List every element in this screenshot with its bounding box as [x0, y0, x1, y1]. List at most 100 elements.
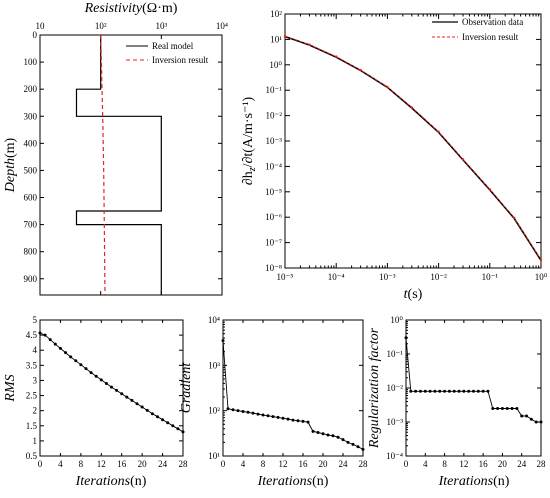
series-point: [221, 339, 225, 343]
y-tick-label: 3: [33, 375, 38, 385]
regularization-x-axis-label: Iterations(n): [438, 474, 510, 489]
x-tick-label: 0: [404, 459, 409, 469]
gradient-panel: 0 4 8 12 16 20 24 28 10¹ 10² 10³ 10⁴ Iterations(n)…: [179, 315, 368, 489]
series-point: [447, 389, 451, 393]
series-point: [176, 427, 180, 431]
regularization-x-ticks: 0 4 8 12 16 20 24 28: [404, 320, 546, 469]
series-point: [457, 389, 461, 393]
x-tick-label: 10²: [95, 21, 107, 31]
y-tick-label: 1.5: [26, 421, 38, 431]
decay-curve-panel: 10⁻⁵ 10⁻⁴ 10⁻³ 10⁻² 10⁻¹ 10⁰ 10⁻⁸10⁻⁷10⁻⁶10⁻⁵…: [241, 9, 548, 302]
series-point: [79, 363, 83, 367]
series-point: [140, 405, 144, 409]
series-point: [346, 440, 350, 444]
series-point: [120, 392, 124, 396]
series-point: [534, 420, 538, 424]
series-point: [505, 406, 509, 410]
regularization-frame: [405, 319, 542, 457]
x-tick-label: 0: [221, 459, 226, 469]
y-tick-label: 0.5: [26, 451, 38, 461]
legend-label-real-model: Real model: [152, 41, 194, 51]
series-point: [433, 389, 437, 393]
x-tick-label: 8: [442, 459, 447, 469]
series-point: [476, 389, 480, 393]
y-tick-label: 500: [24, 165, 38, 175]
x-tick-label: 28: [179, 459, 189, 469]
series-point: [321, 432, 325, 436]
x-tick-label: 12: [459, 459, 468, 469]
y-tick-label: 10¹: [208, 451, 220, 461]
series-point: [462, 389, 466, 393]
y-tick-label: 700: [24, 220, 38, 230]
gradient-y-axis-label: Gradient: [179, 362, 194, 414]
y-tick-label: 10⁻²: [387, 383, 404, 393]
x-tick-label: 4: [423, 459, 428, 469]
series-point: [510, 406, 514, 410]
series-point: [296, 419, 300, 423]
series-point: [53, 342, 57, 346]
series-point: [356, 445, 360, 449]
series-point: [301, 419, 305, 423]
y-tick-label: 300: [24, 111, 38, 121]
series-point: [452, 389, 456, 393]
x-tick-label: 10⁻⁵: [277, 272, 294, 282]
x-tick-label: 10⁰: [535, 272, 548, 282]
inversion-point: [488, 188, 491, 191]
inversion-point: [386, 85, 389, 89]
series-point: [316, 430, 320, 434]
inversion-point: [283, 34, 287, 38]
series-point: [418, 389, 422, 393]
series-point: [155, 415, 159, 419]
x-tick-label: 28: [537, 459, 547, 469]
y-tick-label: 10⁻⁴: [386, 451, 403, 461]
gradient-frame: [222, 319, 364, 457]
y-tick-label: 0: [33, 30, 38, 40]
gradient-y-ticks: 10¹ 10² 10³ 10⁴: [208, 315, 363, 461]
series-point: [94, 374, 98, 378]
series-point: [64, 351, 68, 355]
y-tick-label: 10⁻³: [266, 136, 283, 146]
time-axis-label: t(s): [404, 287, 423, 302]
depth-axis-label: Depth(m): [3, 137, 18, 193]
series-point: [104, 381, 108, 385]
series-point: [115, 388, 119, 392]
series-point: [99, 378, 103, 382]
series-point: [529, 417, 533, 421]
series-point: [341, 438, 345, 442]
y-tick-label: 10⁻²: [266, 111, 283, 121]
y-tick-label: 800: [24, 247, 38, 257]
x-tick-label: 24: [517, 459, 527, 469]
real-model-line: [75, 35, 162, 295]
y-tick-label: 400: [24, 138, 38, 148]
regularization-y-axis-label: Regularization factor: [367, 327, 382, 449]
derivative-axis-label: ∂hz/∂t(A/m·s⁻¹): [241, 96, 258, 185]
series-point: [326, 433, 330, 437]
series-point: [443, 389, 447, 393]
resistivity-series: [75, 34, 162, 296]
gradient-series: [221, 339, 365, 451]
series-point: [467, 389, 471, 393]
series-point: [236, 409, 240, 413]
x-tick-label: 12: [97, 459, 106, 469]
series-point: [89, 371, 93, 375]
resistivity-depth-panel: 10 10² 10³ 10⁴ 0 100 200 300 400 500 600 700 800 900…: [3, 1, 228, 296]
series-point: [331, 434, 335, 438]
series-point: [48, 338, 52, 342]
y-tick-label: 4.5: [26, 330, 38, 340]
series-point: [161, 418, 165, 422]
y-tick-label: 10⁻⁷: [265, 238, 282, 248]
x-tick-label: 8: [79, 459, 84, 469]
decay-series: [283, 34, 543, 262]
series-point: [226, 407, 230, 411]
y-tick-label: 10⁻¹: [266, 85, 283, 95]
x-tick-label: 10: [36, 21, 46, 31]
rms-x-axis-label: Iterations(n): [75, 474, 147, 489]
series-point: [166, 421, 170, 425]
x-tick-label: 16: [299, 459, 309, 469]
series-point: [525, 414, 529, 418]
inversion-point: [335, 55, 338, 58]
inversion-point: [461, 158, 465, 161]
series-point: [481, 389, 485, 393]
rms-x-ticks: 0 4 8 12 16 20 24 28: [38, 320, 188, 469]
